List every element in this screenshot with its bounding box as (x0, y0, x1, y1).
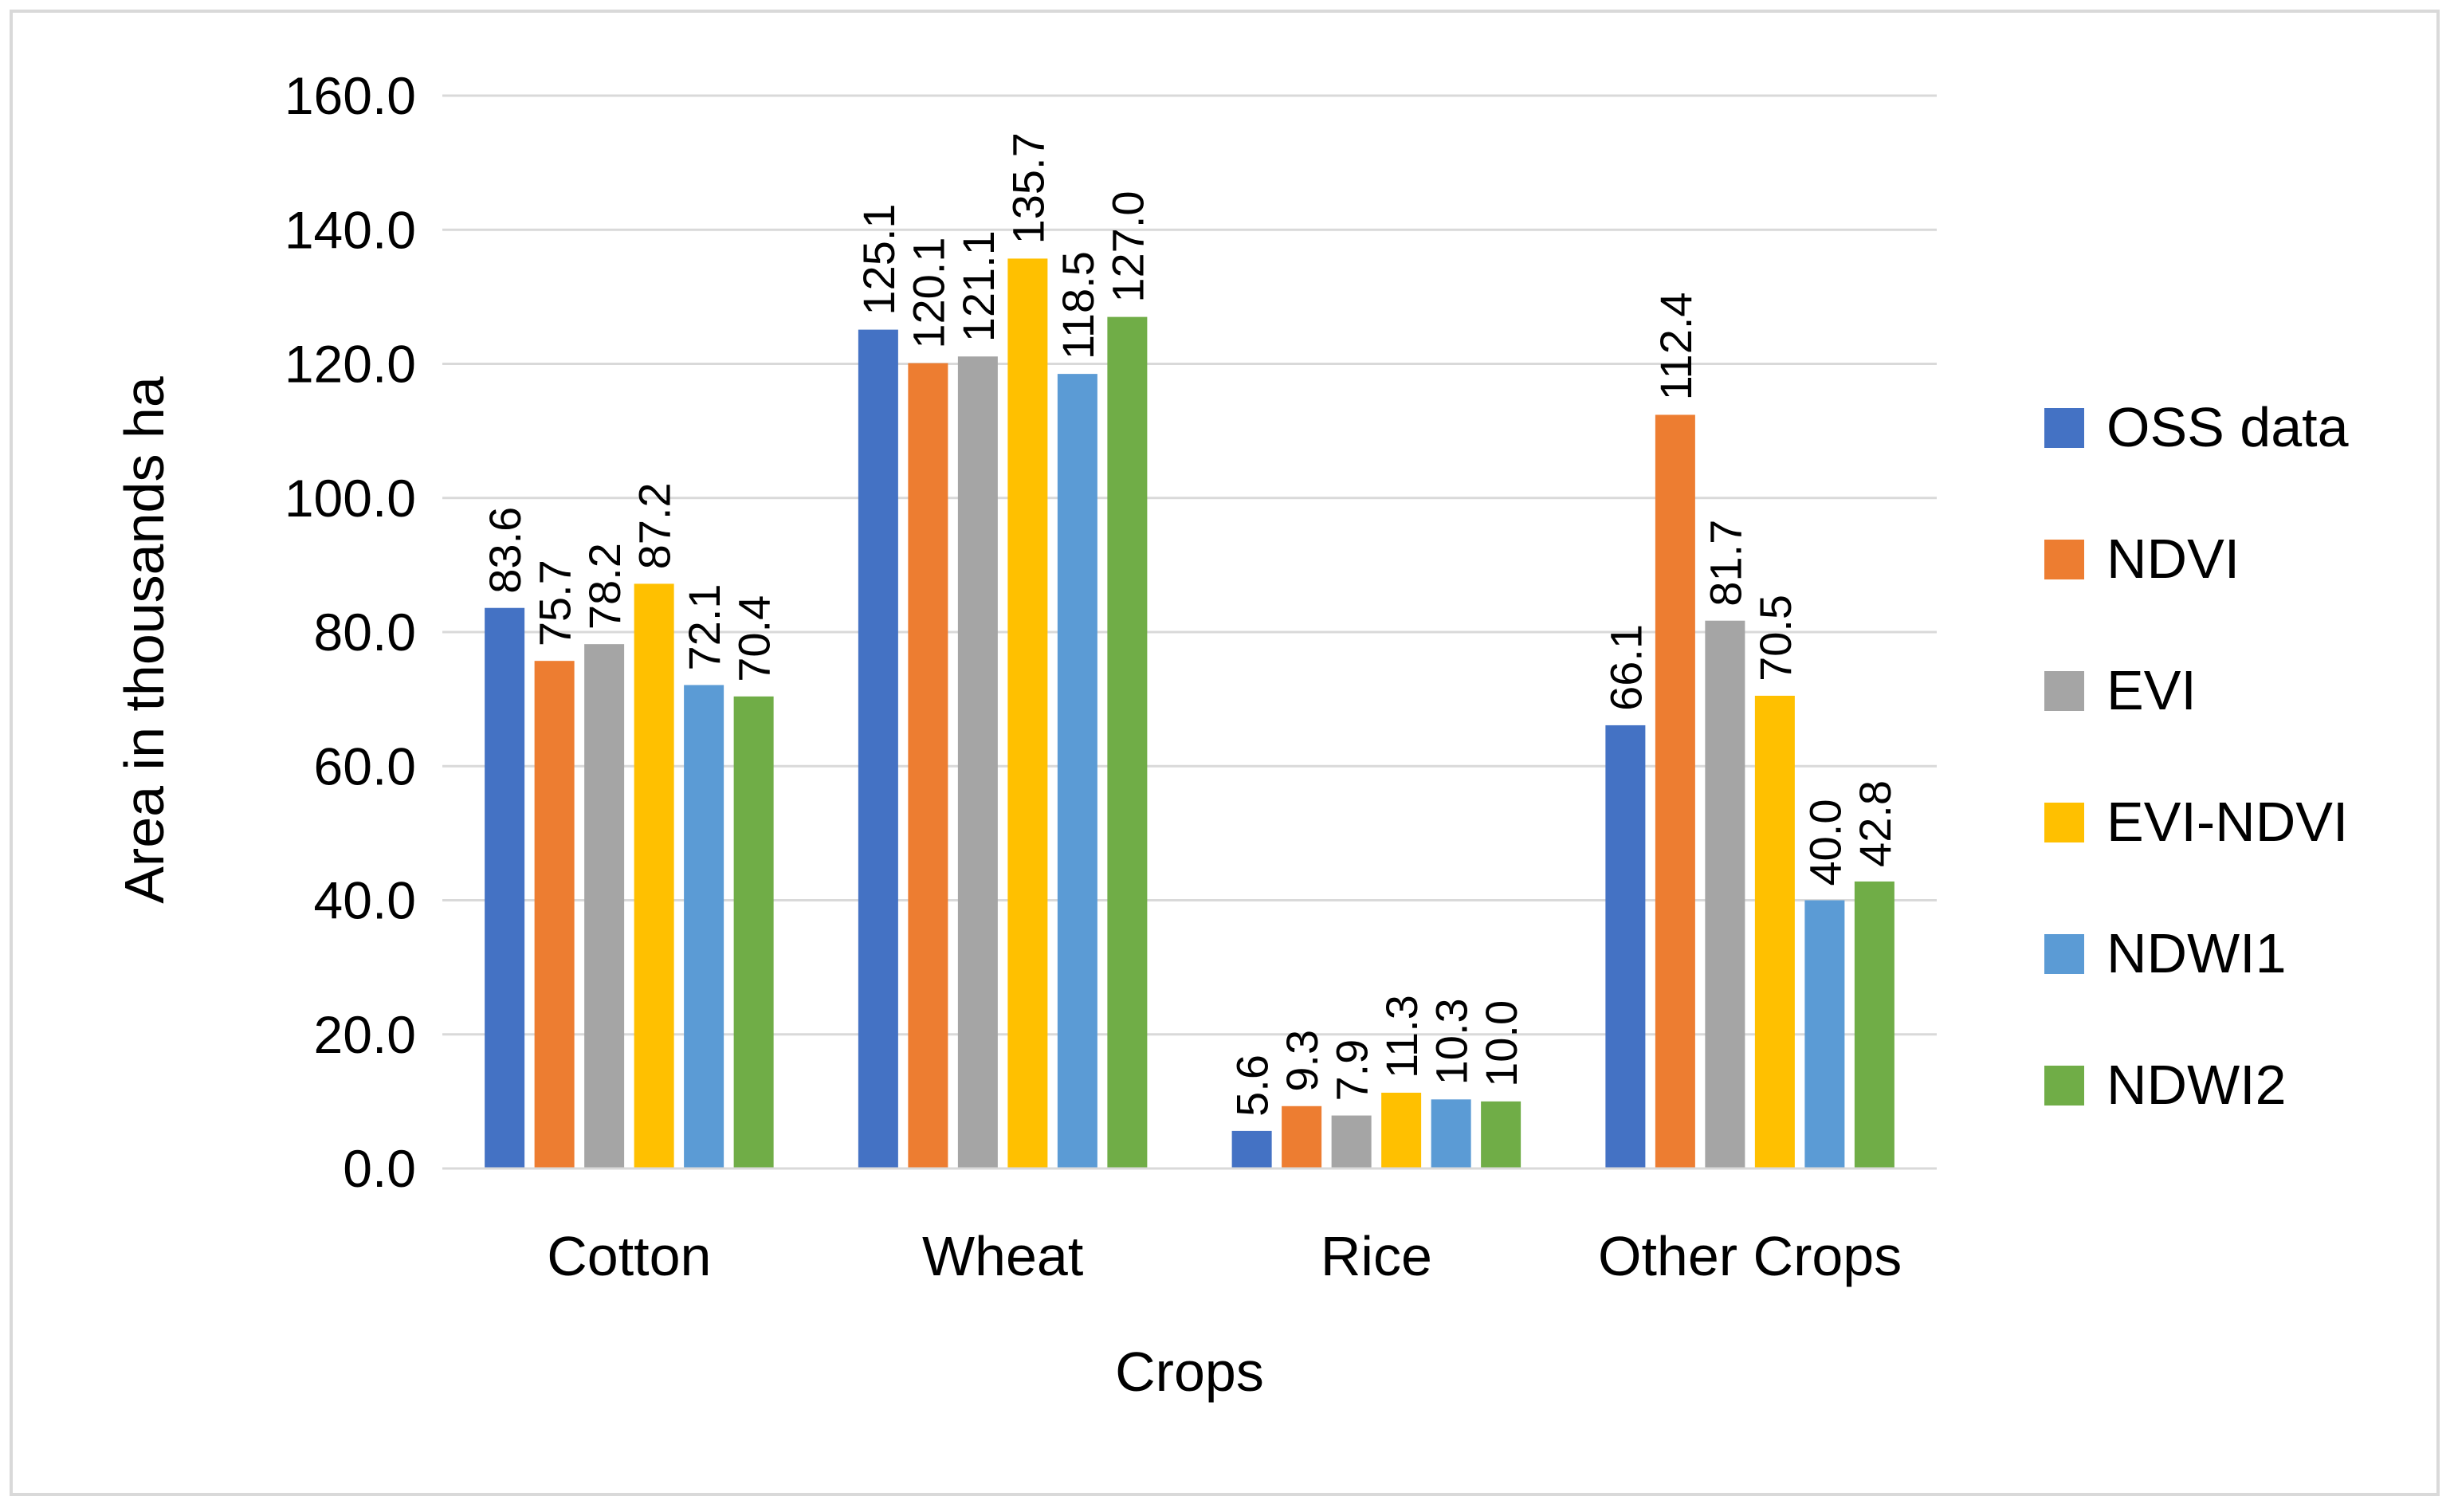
x-axis-categories: Cotton Wheat Rice Other Crops (547, 1225, 1902, 1287)
bar-other-crops-ndwi2 (1854, 881, 1894, 1168)
legend-label-ndvi: NDVI (2107, 528, 2240, 590)
data-label-wheat-ndwi1: 118.5 (1053, 251, 1103, 359)
y-tick-label: 100.0 (285, 469, 416, 528)
bar-cotton-evi (584, 644, 625, 1168)
data-label-other-crops-oss-data: 66.1 (1600, 624, 1651, 711)
bar-rice-evi (1331, 1115, 1372, 1168)
y-tick-label: 140.0 (285, 200, 416, 259)
data-label-rice-evi: 7.9 (1327, 1039, 1377, 1102)
x-category-label-cotton: Cotton (547, 1225, 711, 1287)
chart-frame (10, 10, 2440, 1496)
bars (485, 258, 1894, 1169)
legend-swatch-ndvi (2044, 540, 2084, 579)
y-tick-label: 120.0 (285, 335, 416, 394)
bar-cotton-ndwi1 (684, 685, 724, 1168)
bar-other-crops-ndwi1 (1804, 900, 1845, 1168)
y-axis-ticks: 0.0 20.0 40.0 60.0 80.0 100.0 120.0 140.0 160.0 (285, 66, 416, 1198)
y-tick-label: 160.0 (285, 66, 416, 125)
legend-swatch-evi (2044, 671, 2084, 711)
data-label-rice-ndvi: 9.3 (1277, 1030, 1327, 1092)
data-label-other-crops-ndwi2: 42.8 (1850, 780, 1900, 867)
data-label-wheat-evi: 121.1 (953, 230, 1003, 342)
data-label-cotton-ndvi: 75.7 (530, 560, 580, 646)
y-tick-label: 80.0 (314, 603, 416, 662)
legend-item-oss-data: OSS data (2044, 396, 2349, 458)
data-label-other-crops-ndvi: 112.4 (1651, 292, 1701, 400)
data-label-wheat-ndwi2: 127.0 (1102, 190, 1152, 302)
y-tick-label: 40.0 (314, 871, 416, 930)
legend-label-oss-data: OSS data (2107, 396, 2349, 458)
bar-cotton-ndvi (534, 661, 575, 1168)
bar-wheat-evi (957, 356, 998, 1169)
x-category-label-wheat: Wheat (922, 1225, 1083, 1287)
data-label-wheat-ndvi: 120.1 (903, 238, 953, 349)
legend-label-ndwi1: NDWI1 (2107, 922, 2287, 984)
data-label-cotton-evi-ndvi: 87.2 (630, 482, 680, 569)
legend-swatch-ndwi1 (2044, 934, 2084, 974)
data-label-other-crops-evi-ndvi: 70.5 (1750, 595, 1800, 681)
x-axis-title: Crops (1115, 1341, 1264, 1403)
bar-cotton-ndwi2 (733, 696, 774, 1168)
bar-wheat-ndwi2 (1107, 316, 1148, 1168)
legend-swatch-evi-ndvi (2044, 803, 2084, 842)
legend-swatch-ndwi2 (2044, 1066, 2084, 1106)
legend: OSS data NDVI EVI EVI-NDVI NDWI1 NDWI2 (2044, 396, 2349, 1116)
legend-item-ndwi2: NDWI2 (2044, 1054, 2287, 1116)
data-label-rice-evi-ndvi: 11.3 (1376, 995, 1427, 1078)
legend-item-ndwi1: NDWI1 (2044, 922, 2287, 984)
bar-wheat-ndvi (908, 363, 948, 1168)
legend-item-evi: EVI (2044, 659, 2197, 721)
bar-cotton-oss-data (485, 607, 525, 1168)
bar-wheat-oss-data (858, 329, 898, 1169)
data-label-rice-ndwi1: 10.3 (1427, 998, 1477, 1085)
data-label-cotton-ndwi2: 70.4 (729, 595, 779, 682)
bar-wheat-evi-ndvi (1007, 258, 1048, 1169)
data-label-cotton-ndwi1: 72.1 (679, 583, 729, 670)
bar-rice-ndwi2 (1481, 1101, 1521, 1168)
legend-label-ndwi2: NDWI2 (2107, 1054, 2287, 1116)
bar-other-crops-ndvi (1655, 414, 1695, 1168)
legend-item-ndvi: NDVI (2044, 528, 2240, 590)
bar-other-crops-evi-ndvi (1754, 695, 1795, 1168)
data-label-other-crops-evi: 81.7 (1700, 520, 1750, 607)
bar-rice-ndvi (1282, 1106, 1322, 1168)
data-label-cotton-evi: 78.2 (579, 543, 630, 630)
data-label-rice-oss-data: 5.6 (1227, 1054, 1278, 1117)
data-label-wheat-oss-data: 125.1 (854, 203, 904, 315)
y-axis-title: Area in thousands ha (113, 376, 175, 904)
x-category-label-other-crops: Other Crops (1598, 1225, 1902, 1287)
bar-rice-oss-data (1231, 1130, 1272, 1168)
y-tick-label: 20.0 (314, 1005, 416, 1064)
legend-label-evi: EVI (2107, 659, 2197, 721)
x-category-label-rice: Rice (1321, 1225, 1432, 1287)
data-label-other-crops-ndwi1: 40.0 (1800, 799, 1850, 886)
data-label-cotton-oss-data: 83.6 (480, 507, 530, 594)
y-tick-label: 0.0 (343, 1139, 416, 1198)
legend-swatch-oss-data (2044, 408, 2084, 448)
data-label-wheat-evi-ndvi: 135.7 (1003, 132, 1053, 244)
bar-rice-evi-ndvi (1381, 1092, 1422, 1168)
data-label-rice-ndwi2: 10.0 (1476, 1000, 1526, 1087)
bar-cotton-evi-ndvi (634, 583, 674, 1168)
legend-label-evi-ndvi: EVI-NDVI (2107, 791, 2348, 853)
bar-other-crops-oss-data (1605, 725, 1646, 1168)
bar-rice-ndwi1 (1431, 1099, 1471, 1168)
bar-other-crops-evi (1705, 620, 1745, 1168)
bar-wheat-ndwi1 (1057, 374, 1097, 1168)
legend-item-evi-ndvi: EVI-NDVI (2044, 791, 2348, 853)
y-tick-label: 60.0 (314, 736, 416, 795)
